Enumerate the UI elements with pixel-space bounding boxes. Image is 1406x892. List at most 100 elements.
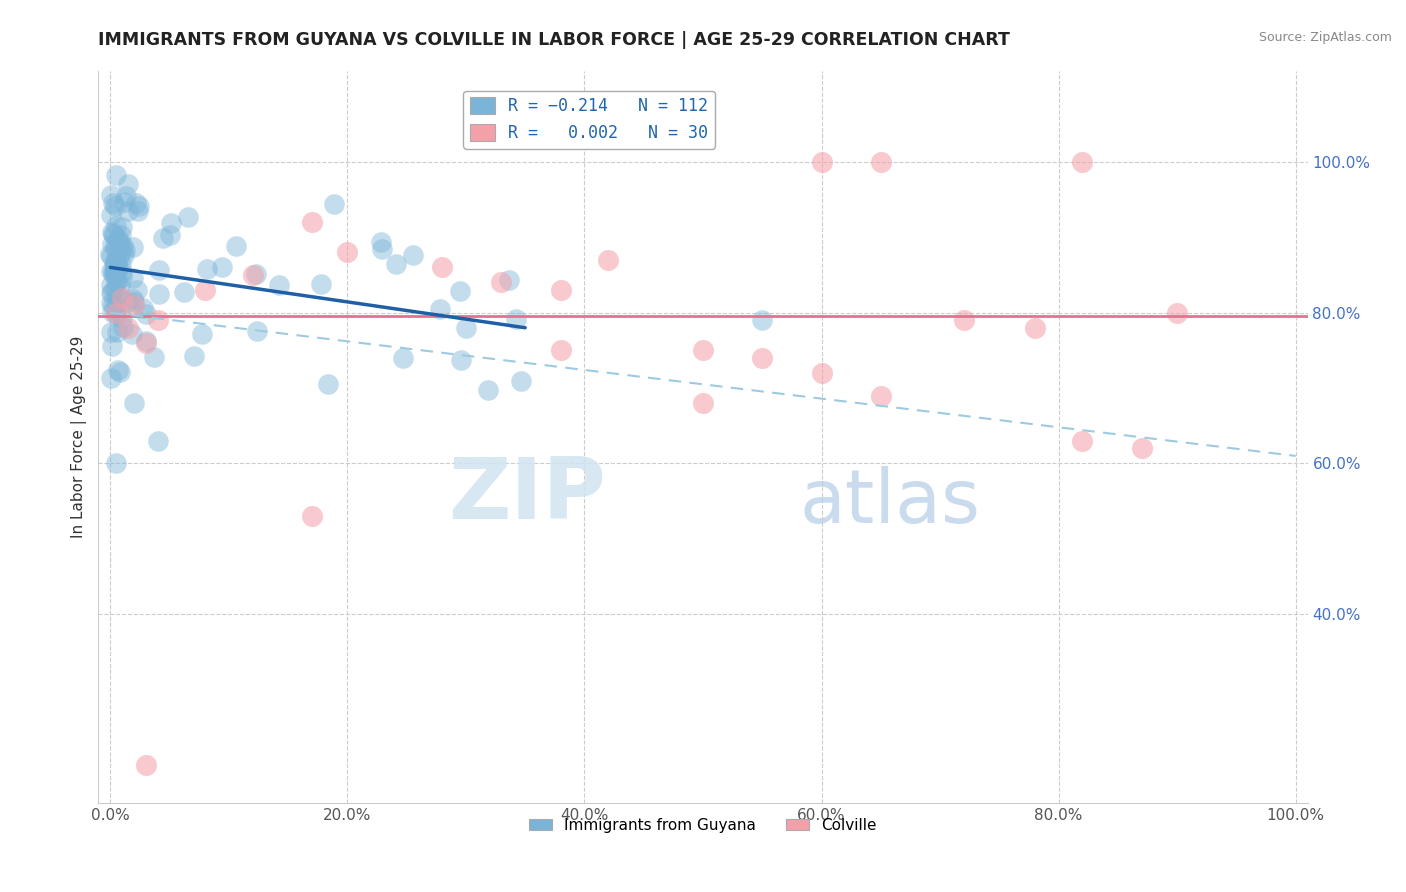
Point (598, 252, 620, 267)
Point (100, 371, 122, 385)
Point (104, 253, 127, 268)
Point (105, 275, 128, 289)
Point (454, 320, 477, 334)
Point (101, 305, 124, 319)
Point (100, 263, 122, 277)
Point (146, 434, 169, 448)
Text: atlas: atlas (800, 467, 981, 540)
Point (125, 283, 148, 297)
Point (104, 258, 127, 272)
Point (952, 313, 974, 327)
Point (869, 389, 891, 403)
Point (105, 325, 128, 339)
Point (104, 266, 127, 280)
Point (104, 297, 127, 311)
Point (103, 298, 125, 312)
Point (128, 199, 150, 213)
Point (122, 295, 145, 310)
Point (131, 301, 153, 315)
Point (105, 168, 128, 182)
Point (183, 349, 205, 363)
Point (301, 215, 323, 229)
Point (107, 260, 129, 275)
Point (370, 235, 392, 250)
Point (122, 396, 145, 410)
Point (211, 260, 233, 275)
Point (160, 216, 183, 230)
Point (103, 227, 125, 242)
Point (100, 325, 122, 339)
Point (105, 274, 128, 288)
Point (336, 245, 359, 260)
Point (810, 154, 832, 169)
Point (173, 285, 195, 300)
Point (385, 258, 408, 272)
Point (117, 178, 139, 192)
Point (104, 264, 127, 278)
Point (810, 366, 832, 380)
Point (127, 204, 149, 219)
Point (370, 242, 392, 256)
Point (111, 264, 134, 278)
Point (146, 313, 169, 327)
Point (104, 257, 127, 271)
Point (122, 298, 145, 312)
Point (100, 286, 122, 301)
Point (101, 285, 124, 300)
Point (107, 234, 129, 248)
Point (135, 334, 157, 348)
Point (105, 219, 128, 234)
Y-axis label: In Labor Force | Age 25-29: In Labor Force | Age 25-29 (72, 336, 87, 538)
Point (121, 270, 143, 285)
Text: Source: ZipAtlas.com: Source: ZipAtlas.com (1258, 31, 1392, 45)
Point (450, 352, 472, 367)
Point (108, 365, 131, 379)
Point (100, 225, 122, 239)
Point (114, 244, 136, 258)
Point (105, 287, 128, 301)
Point (301, 509, 323, 524)
Point (117, 204, 139, 219)
Point (245, 267, 267, 281)
Text: ZIP: ZIP (449, 454, 606, 537)
Point (1130, 442, 1153, 456)
Point (105, 306, 128, 320)
Point (751, 313, 773, 327)
Point (159, 227, 181, 242)
Point (429, 302, 451, 317)
Point (101, 237, 124, 252)
Point (148, 263, 170, 277)
Point (392, 351, 415, 365)
Point (100, 188, 122, 202)
Point (114, 189, 136, 203)
Point (550, 283, 572, 297)
Point (692, 396, 714, 410)
Point (101, 196, 124, 211)
Point (105, 264, 128, 278)
Point (110, 278, 132, 293)
Point (117, 320, 139, 334)
Point (104, 255, 127, 269)
Point (491, 276, 513, 290)
Point (100, 208, 122, 222)
Point (103, 227, 125, 242)
Point (105, 260, 128, 274)
Point (309, 277, 332, 291)
Point (242, 268, 264, 282)
Point (104, 242, 127, 256)
Point (135, 307, 157, 321)
Point (143, 350, 166, 364)
Point (115, 295, 138, 310)
Point (103, 282, 125, 296)
Point (246, 325, 269, 339)
Point (1166, 306, 1188, 320)
Point (103, 256, 125, 270)
Point (103, 267, 125, 281)
Point (112, 248, 135, 262)
Point (111, 291, 134, 305)
Point (267, 278, 290, 293)
Point (498, 273, 520, 287)
Point (751, 351, 773, 365)
Point (477, 384, 499, 398)
Point (194, 283, 217, 297)
